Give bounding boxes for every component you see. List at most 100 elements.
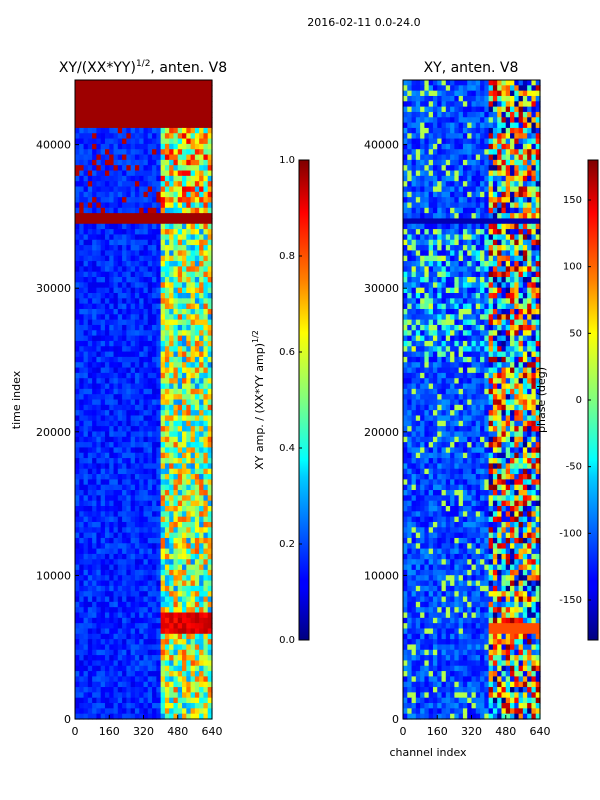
heatmap-cell — [182, 261, 187, 267]
heatmap-cell — [122, 314, 127, 321]
heatmap-cell — [182, 474, 187, 480]
heatmap-cell — [169, 170, 175, 177]
heatmap-cell — [169, 559, 175, 566]
heatmap-cell — [177, 181, 183, 188]
heatmap-cell — [510, 202, 515, 209]
heatmap-cell — [130, 649, 136, 656]
heatmap-cell — [514, 138, 520, 145]
heatmap-cell — [160, 649, 166, 656]
heatmap-cell — [152, 308, 157, 315]
heatmap-cell — [480, 80, 485, 86]
heatmap-cell — [467, 85, 473, 92]
heatmap-cell — [501, 234, 507, 241]
heatmap-cell — [113, 383, 119, 390]
heatmap-cell — [203, 575, 209, 582]
heatmap-cell — [100, 245, 106, 251]
heatmap-cell — [156, 543, 162, 550]
heatmap-cell — [458, 261, 464, 267]
heatmap-cell — [450, 202, 455, 209]
heatmap-cell — [186, 154, 192, 161]
heatmap-cell — [182, 229, 187, 236]
heatmap-cell — [199, 559, 205, 566]
heatmap-cell — [169, 202, 175, 209]
heatmap-cell — [182, 271, 187, 278]
heatmap-cell — [122, 324, 127, 331]
heatmap-cell — [156, 639, 162, 646]
heatmap-cell — [139, 442, 145, 449]
heatmap-cell — [160, 559, 166, 566]
heatmap-cell — [203, 266, 209, 273]
heatmap-cell — [484, 127, 490, 134]
heatmap-cell — [420, 202, 426, 209]
heatmap-cell — [96, 527, 102, 534]
heatmap-cell — [147, 90, 153, 97]
heatmap-cell — [104, 564, 110, 571]
heatmap-cell — [203, 111, 209, 118]
heatmap-cell — [450, 213, 455, 220]
heatmap-cell — [100, 90, 106, 97]
heatmap-cell — [113, 585, 119, 592]
heatmap-cell — [437, 229, 443, 236]
heatmap-cell — [147, 255, 153, 262]
heatmap-cell — [156, 138, 162, 145]
heatmap-cell — [182, 149, 187, 156]
heatmap-cell — [194, 218, 200, 225]
heatmap-cell — [104, 628, 110, 635]
heatmap-cell — [531, 223, 537, 230]
heatmap-cell — [109, 282, 115, 289]
heatmap-cell — [173, 671, 179, 677]
heatmap-cell — [186, 101, 192, 108]
heatmap-cell — [134, 372, 140, 379]
heatmap-cell — [182, 143, 187, 150]
heatmap-cell — [186, 207, 192, 214]
heatmap-cell — [122, 468, 127, 475]
heatmap-cell — [92, 633, 98, 640]
heatmap-cell — [87, 415, 93, 422]
heatmap-cell — [83, 245, 89, 251]
heatmap-cell — [109, 511, 115, 518]
heatmap-cell — [96, 596, 102, 603]
heatmap-cell — [207, 362, 213, 369]
heatmap-cell — [83, 117, 89, 124]
heatmap-cell — [109, 165, 115, 172]
heatmap-cell — [182, 351, 187, 358]
heatmap-cell — [173, 426, 179, 433]
heatmap-cell — [122, 612, 127, 619]
heatmap-cell — [147, 127, 153, 134]
heatmap-cell — [147, 330, 153, 337]
heatmap-cell — [143, 186, 149, 193]
heatmap-cell — [87, 234, 93, 241]
heatmap-cell — [445, 223, 451, 230]
heatmap-cell — [450, 138, 455, 145]
heatmap-cell — [415, 170, 421, 177]
heatmap-cell — [411, 207, 417, 214]
heatmap-cell — [501, 95, 507, 102]
heatmap-cell — [117, 372, 123, 379]
heatmap-cell — [522, 255, 528, 262]
heatmap-cell — [164, 495, 170, 502]
heatmap-cell — [156, 713, 162, 720]
heatmap-cell — [505, 197, 511, 204]
heatmap-cell — [104, 213, 110, 220]
heatmap-cell — [75, 665, 80, 672]
heatmap-cell — [450, 234, 455, 241]
heatmap-cell — [152, 186, 157, 193]
heatmap-cell — [199, 490, 205, 496]
heatmap-cell — [152, 511, 157, 518]
heatmap-cell — [147, 314, 153, 321]
heatmap-cell — [169, 639, 175, 646]
heatmap-cell — [403, 239, 408, 246]
heatmap-cell — [83, 287, 89, 294]
heatmap-cell — [87, 298, 93, 305]
heatmap-cell — [492, 239, 498, 246]
heatmap-cell — [467, 207, 473, 214]
heatmap-cell — [139, 308, 145, 315]
heatmap-cell — [117, 479, 123, 486]
heatmap-cell — [522, 223, 528, 230]
heatmap-cell — [96, 388, 102, 395]
heatmap-cell — [113, 85, 119, 92]
heatmap-cell — [100, 543, 106, 550]
heatmap-cell — [147, 175, 153, 182]
heatmap-cell — [156, 692, 162, 699]
heatmap-cell — [143, 388, 149, 395]
